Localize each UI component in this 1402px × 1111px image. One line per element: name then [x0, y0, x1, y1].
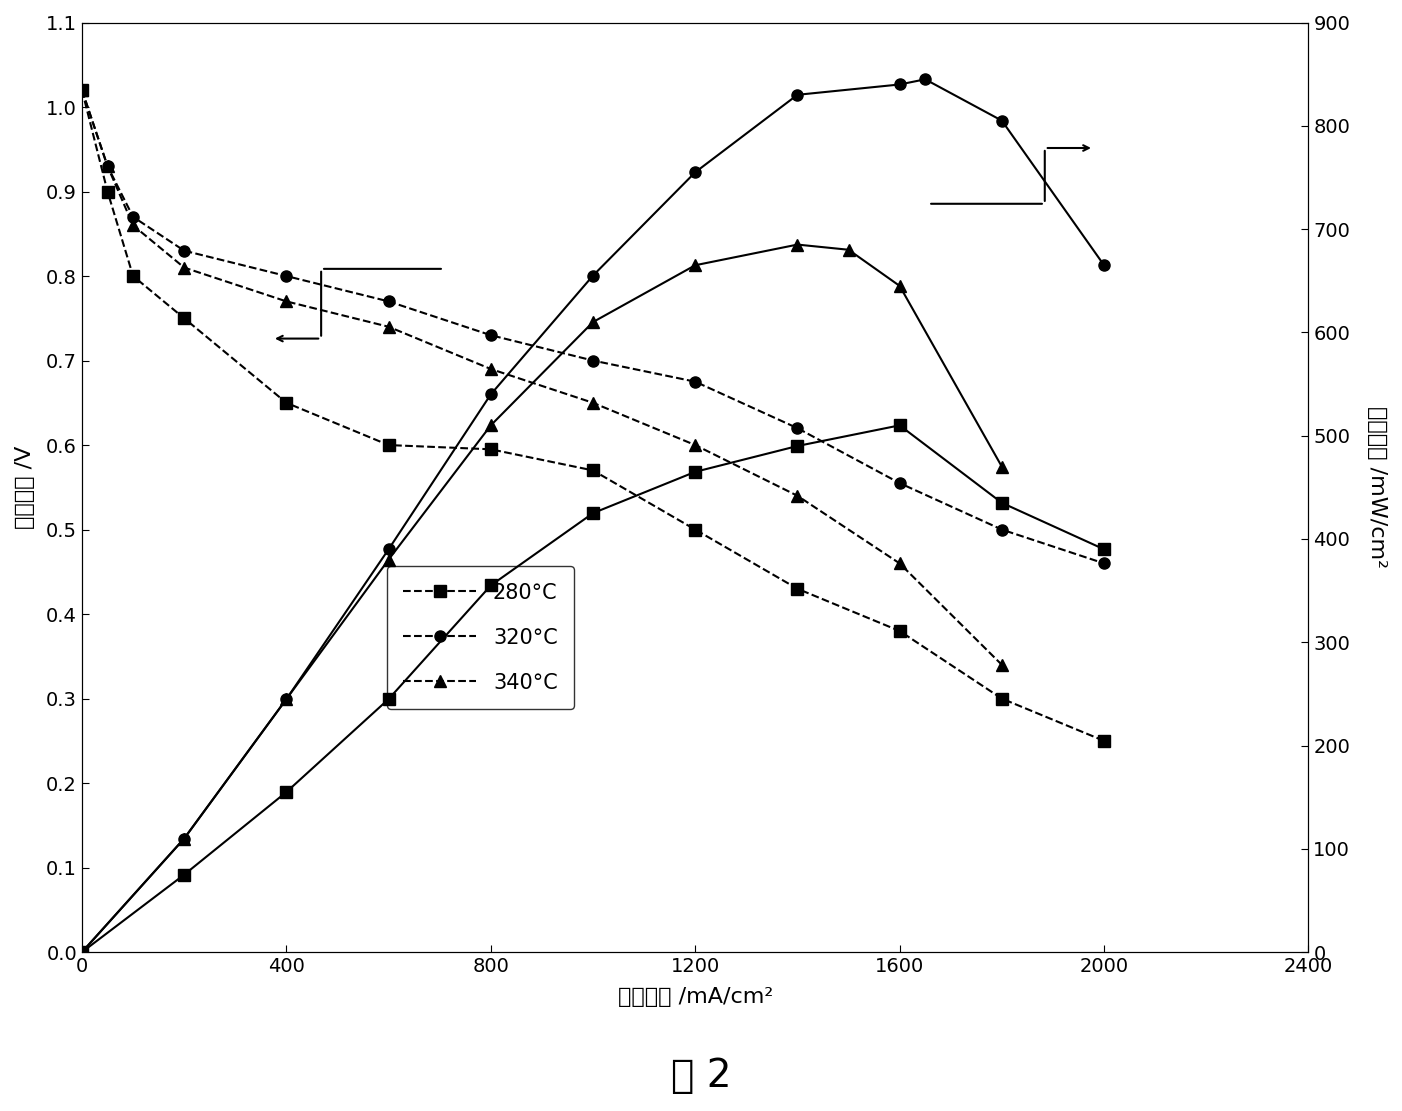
Legend: 280°C, 320°C, 340°C: 280°C, 320°C, 340°C [387, 565, 575, 709]
Y-axis label: 电池电压 /V: 电池电压 /V [15, 446, 35, 529]
Y-axis label: 功率密度 /mW/cm²: 功率密度 /mW/cm² [1367, 407, 1387, 569]
Text: 图 2: 图 2 [670, 1057, 732, 1094]
X-axis label: 电流密度 /mA/cm²: 电流密度 /mA/cm² [618, 987, 773, 1007]
